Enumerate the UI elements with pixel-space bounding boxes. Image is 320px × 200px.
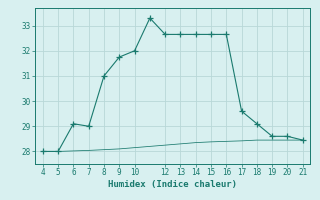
X-axis label: Humidex (Indice chaleur): Humidex (Indice chaleur) [108, 180, 237, 189]
